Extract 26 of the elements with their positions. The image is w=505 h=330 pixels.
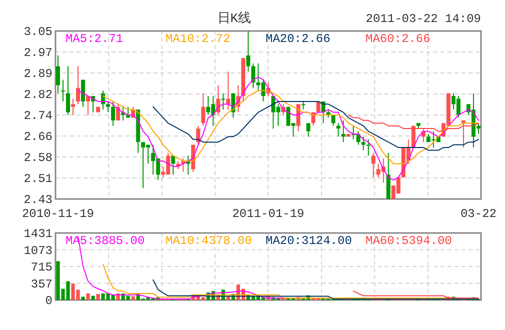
text: 2011-03-22 14:09 bbox=[366, 12, 481, 26]
y-tick-label: 715 bbox=[30, 260, 52, 275]
y-tick-label: 1073 bbox=[24, 244, 52, 258]
y-tick-label: 2.51 bbox=[24, 172, 52, 186]
x-tick-label: 2010-11-19 bbox=[22, 207, 94, 221]
text: MA10:2.72 bbox=[166, 32, 230, 46]
y-tick-label: 3.05 bbox=[24, 25, 52, 39]
text: MA20:2.66 bbox=[266, 32, 330, 46]
y-tick-label: 2.58 bbox=[24, 151, 52, 165]
text: MA10:4378.00 bbox=[166, 234, 252, 248]
y-tick-label: 2.82 bbox=[24, 88, 52, 102]
x-tick-label: 2011-01-19 bbox=[232, 207, 304, 221]
y-tick-label: 2.43 bbox=[24, 193, 52, 207]
x-tick-label: 03-22 bbox=[460, 207, 497, 221]
chart-title: 日K线 bbox=[217, 11, 252, 26]
y-tick-label: 1431 bbox=[24, 227, 52, 241]
y-tick-label: 357 bbox=[30, 277, 52, 292]
text: MA5:2.71 bbox=[66, 32, 124, 46]
y-tick-label: 2.74 bbox=[24, 109, 52, 123]
text: MA20:3124.00 bbox=[266, 234, 352, 248]
y-tick-label: 2.66 bbox=[24, 130, 52, 144]
text: MA60:2.66 bbox=[366, 32, 430, 46]
y-tick-label: 0 bbox=[45, 294, 52, 308]
y-tick-label: 2.89 bbox=[24, 67, 52, 81]
y-tick-label: 2.97 bbox=[24, 46, 52, 60]
text: MA60:5394.00 bbox=[366, 234, 452, 248]
